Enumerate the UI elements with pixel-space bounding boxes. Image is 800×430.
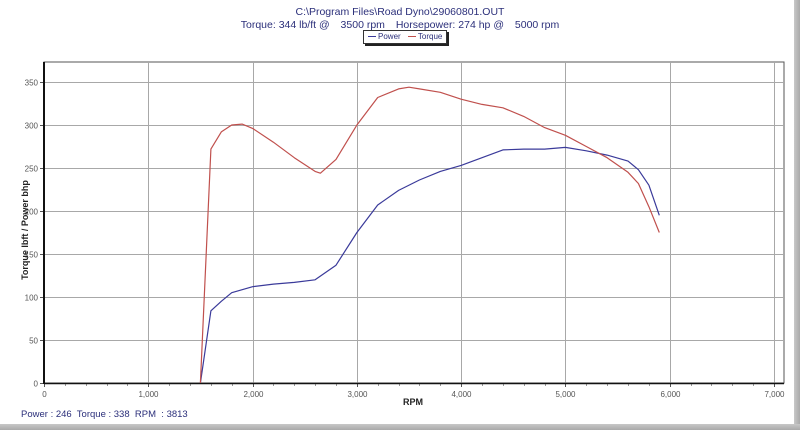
x-tick-label: 4,000 — [451, 390, 472, 399]
chart-header: C:\Program Files\Road Dyno\29060801.OUT … — [0, 6, 800, 32]
window-frame-right — [794, 0, 800, 430]
peak-summary: Torque: 344 lb/ft @ 3500 rpm Horsepower:… — [0, 19, 800, 32]
x-tick-label: 5,000 — [555, 390, 576, 399]
x-tick-label: 3,000 — [347, 390, 368, 399]
file-path-title: C:\Program Files\Road Dyno\29060801.OUT — [295, 6, 505, 18]
torque-label: Torque: — [240, 19, 276, 31]
torque-curve — [199, 86, 660, 384]
y-tick-label: 100 — [25, 294, 39, 303]
plot-border — [43, 61, 785, 384]
hp-peak-value: 274 hp @ — [458, 19, 504, 31]
torque-peak-rpm: 3500 rpm — [340, 19, 385, 31]
x-tick-label: 0 — [42, 390, 47, 399]
y-tick-label: 0 — [34, 380, 39, 389]
y-tick-label: 250 — [25, 165, 39, 174]
power-swatch-icon — [368, 36, 376, 38]
y-tick-label: 200 — [25, 208, 39, 217]
torque-peak-value: 344 lb/ft @ — [278, 19, 330, 31]
hp-label: Horsepower: — [395, 19, 456, 31]
torque-swatch-icon — [407, 36, 416, 38]
y-tick-label: 350 — [25, 79, 39, 88]
y-axis-title: Torque lbft / Power bhp — [20, 180, 30, 280]
legend-item-torque: Torque — [407, 32, 442, 41]
cursor-readout-status: Power : 246 Torque : 338 RPM : 3813 — [21, 409, 188, 420]
x-tick-label: 6,000 — [660, 390, 681, 399]
power-curve — [199, 146, 660, 384]
y-tick-label: 300 — [25, 122, 39, 131]
legend-item-power: Power — [368, 32, 401, 41]
window-frame-bottom — [0, 424, 800, 430]
chart-legend: Power Torque — [363, 30, 448, 44]
hp-peak-rpm: 5000 rpm — [514, 19, 560, 31]
y-tick-label: 150 — [25, 251, 39, 260]
x-tick-label: 2,000 — [243, 390, 264, 399]
x-tick-label: 1,000 — [138, 390, 159, 399]
y-tick-label: 50 — [29, 337, 38, 346]
dyno-chart-window: C:\Program Files\Road Dyno\29060801.OUT … — [20, 6, 786, 420]
x-axis-title: RPM — [403, 397, 423, 407]
x-tick-label: 7,000 — [764, 390, 785, 399]
